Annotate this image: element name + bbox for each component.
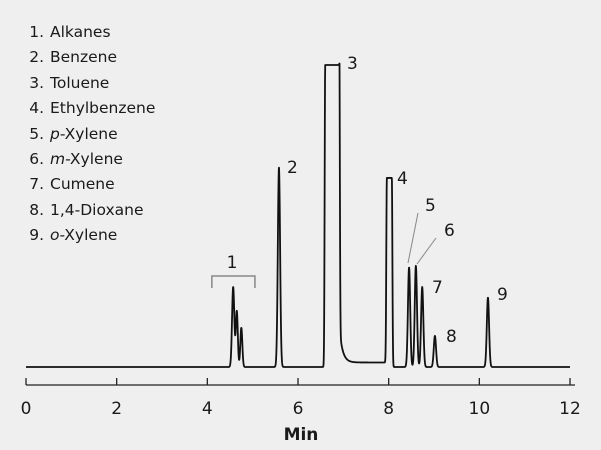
legend-entry: 5. p-Xylene [22,122,155,147]
legend-number: 8. [29,200,44,219]
legend-number: 2. [29,48,44,67]
legend-name: -Xylene [65,150,123,169]
legend-name: Benzene [50,48,118,67]
peak-label: 2 [287,158,298,178]
x-tick-label: 12 [559,399,581,419]
legend-number: 5. [29,124,44,143]
legend-entry: 2. Benzene [22,45,155,70]
legend-entry: 8. 1,4-Dioxane [22,198,155,223]
chromatogram-trace [25,62,571,368]
peak-label: 5 [425,196,436,216]
legend: 1. Alkanes 2. Benzene 3. Toluene 4. Ethylbenzen… [22,20,155,249]
legend-prefix: m [50,150,66,169]
x-tick-label: 0 [21,399,32,419]
legend-number: 7. [29,175,44,194]
peak-label: 7 [432,278,443,298]
legend-entry: 4. Ethylbenzene [22,96,155,121]
peak-label: 4 [397,169,408,189]
legend-number: 6. [29,150,44,169]
legend-entry: 7. Cumene [22,172,155,197]
legend-name: Toluene [50,73,110,92]
x-tick-label: 6 [293,399,304,419]
peak-label: 6 [444,221,455,241]
legend-prefix: o [50,226,60,245]
legend-number: 4. [29,99,44,118]
peak-label: 8 [446,327,457,347]
leader-line-5 [407,212,419,264]
legend-name: -Xylene [59,124,118,143]
x-axis-label: Min [284,425,319,445]
peak-group-bracket [211,275,256,288]
legend-entry: 3. Toluene [22,71,155,96]
legend-number: 9. [29,226,44,245]
legend-name: Cumene [50,175,115,194]
x-tick-label: 2 [111,399,122,419]
x-tick-label: 4 [202,399,213,419]
legend-number: 3. [29,73,44,92]
legend-name: Ethylbenzene [50,99,156,118]
peak-label: 9 [497,285,508,305]
leader-line-6 [416,237,437,265]
legend-entry: 6. m-Xylene [22,147,155,172]
legend-entry: 9. o-Xylene [22,223,155,248]
legend-name: Alkanes [50,23,111,41]
legend-entry: 1. Alkanes [22,20,155,45]
x-tick-label: 8 [383,399,394,419]
legend-name: -Xylene [59,226,118,245]
peak-label: 1 [227,253,238,273]
legend-number: 1. [29,23,44,41]
peak-label: 3 [347,54,358,74]
x-tick-label: 10 [469,399,491,419]
legend-prefix: p [50,124,60,143]
legend-name: 1,4-Dioxane [50,200,144,219]
